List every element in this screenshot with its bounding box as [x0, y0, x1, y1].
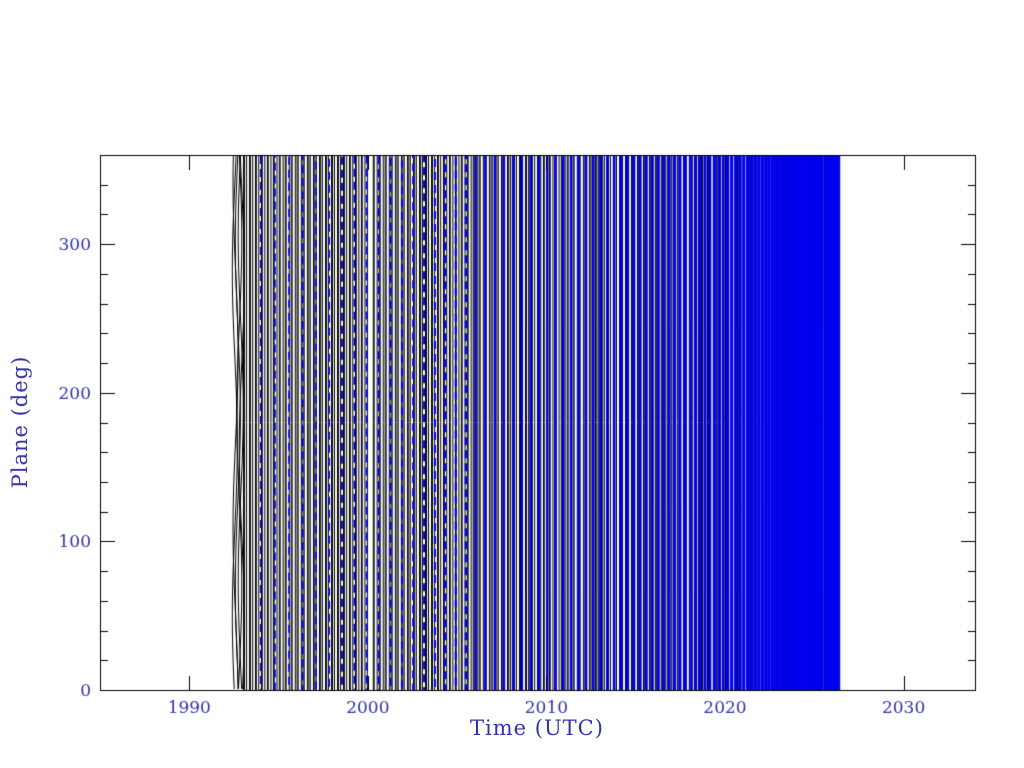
y-axis-label: Plane (deg): [8, 355, 32, 489]
x-axis-label: Time (UTC): [470, 716, 604, 740]
